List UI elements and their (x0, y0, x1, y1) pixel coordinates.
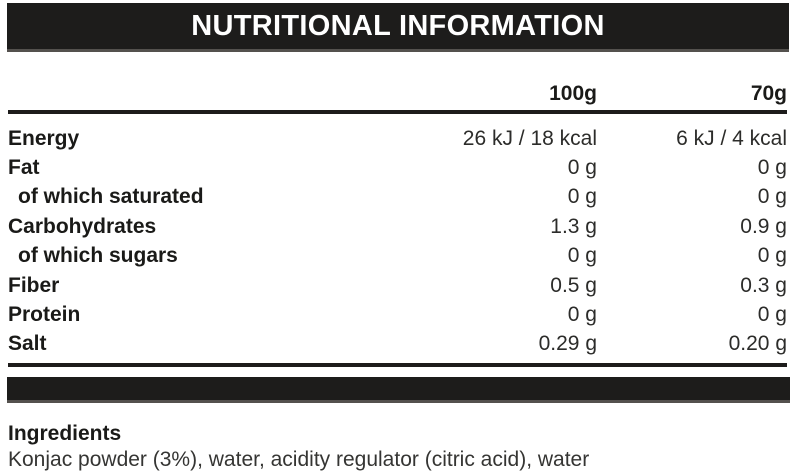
value-100g: 1.3 g (550, 214, 597, 238)
ingredients-text: Konjac powder (3%), water, acidity regul… (8, 448, 590, 471)
page-title: NUTRITIONAL INFORMATION (191, 9, 605, 42)
value-70g: 0 g (757, 185, 787, 209)
table-row-saturated: of which saturated 0 g 0 g (8, 183, 787, 212)
table-row-carbohydrates: Carbohydrates 1.3 g 0.9 g (8, 212, 787, 241)
value-100g: 0 g (567, 303, 597, 327)
column-header-spacer (8, 82, 407, 106)
table-row-sugars: of which sugars 0 g 0 g (8, 242, 787, 271)
column-header-100g: 100g (549, 82, 597, 105)
row-label: of which saturated (18, 185, 204, 209)
value-70g: 0.3 g (740, 273, 787, 297)
value-70g: 0 g (757, 303, 787, 327)
row-label: Fat (8, 156, 40, 180)
value-100g: 0.29 g (538, 332, 597, 356)
divider-thin (8, 363, 787, 367)
row-label: Carbohydrates (8, 214, 157, 238)
value-100g: 0 g (567, 244, 597, 268)
table-row-salt: Salt 0.29 g 0.20 g (8, 330, 787, 359)
value-70g: 6 kJ / 4 kcal (676, 126, 787, 150)
table-row-protein: Protein 0 g 0 g (8, 300, 787, 329)
column-header-row: 100g 70g (8, 82, 787, 106)
value-70g: 0.20 g (728, 332, 787, 356)
value-100g: 0 g (567, 185, 597, 209)
value-100g: 0 g (567, 156, 597, 180)
row-label: Energy (8, 126, 80, 150)
separator-bar (7, 377, 790, 403)
row-label: Protein (8, 303, 81, 327)
nutrition-table: Energy 26 kJ / 18 kcal 6 kJ / 4 kcal Fat… (8, 124, 787, 359)
row-label: Fiber (8, 273, 60, 297)
table-row-energy: Energy 26 kJ / 18 kcal 6 kJ / 4 kcal (8, 124, 787, 153)
value-70g: 0 g (757, 156, 787, 180)
row-label: of which sugars (18, 244, 178, 268)
value-100g: 26 kJ / 18 kcal (462, 126, 597, 150)
value-70g: 0.9 g (740, 214, 787, 238)
table-row-fat: Fat 0 g 0 g (8, 153, 787, 182)
header-bar: NUTRITIONAL INFORMATION (7, 3, 789, 52)
ingredients-title: Ingredients (8, 422, 122, 445)
row-label: Salt (8, 332, 47, 356)
table-row-fiber: Fiber 0.5 g 0.3 g (8, 271, 787, 300)
divider-thick (8, 110, 787, 114)
value-100g: 0.5 g (550, 273, 597, 297)
value-70g: 0 g (757, 244, 787, 268)
column-header-70g: 70g (750, 82, 787, 105)
